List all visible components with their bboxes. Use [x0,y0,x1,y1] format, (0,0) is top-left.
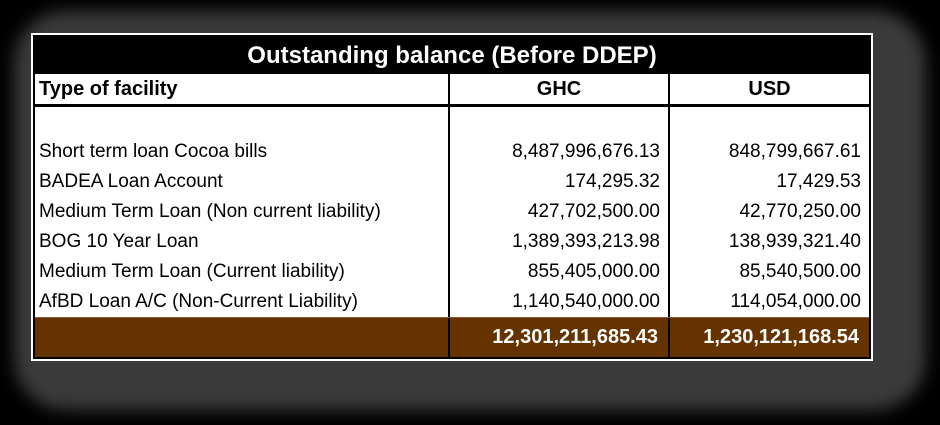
facility-cell: Medium Term Loan (Non current liability) [39,201,381,222]
spacer-row [35,107,869,137]
facility-cell: BOG 10 Year Loan [39,231,199,252]
ghc-cell: 1,389,393,213.98 [448,227,668,257]
total-row: 12,301,211,685.43 1,230,121,168.54 [35,317,869,357]
column-header-facility: Type of facility [35,74,448,104]
usd-cell: 848,799,667.61 [668,137,869,167]
usd-cell: 42,770,250.00 [668,197,869,227]
facility-cell: Short term loan Cocoa bills [39,141,268,162]
table-row: Short term loan Cocoa bills 8,487,996,67… [35,137,869,167]
usd-cell: 85,540,500.00 [668,257,869,287]
empty-cell [668,107,869,137]
header-row: Type of facility GHC USD [35,74,869,107]
total-label-cell [35,318,448,357]
usd-cell: 114,054,000.00 [668,287,869,317]
table-frame: Outstanding balance (Before DDEP) Type o… [31,33,873,361]
total-usd-cell: 1,230,121,168.54 [668,318,869,357]
usd-cell: 17,429.53 [668,167,869,197]
total-ghc-cell: 12,301,211,685.43 [448,318,668,357]
empty-cell [35,107,448,137]
facility-cell: AfBD Loan A/C (Non-Current Liability) [39,291,358,312]
column-header-usd: USD [668,74,869,104]
ghc-cell: 427,702,500.00 [448,197,668,227]
table-row: Medium Term Loan (Non current liability)… [35,197,869,227]
table-row: BADEA Loan Account 174,295.32 17,429.53 [35,167,869,197]
table-title: Outstanding balance (Before DDEP) [35,37,869,74]
table-row: AfBD Loan A/C (Non-Current Liability) 1,… [35,287,869,317]
table-row: Medium Term Loan (Current liability) 855… [35,257,869,287]
ghc-cell: 8,487,996,676.13 [448,137,668,167]
table-row: BOG 10 Year Loan 1,389,393,213.98 138,93… [35,227,869,257]
usd-cell: 138,939,321.40 [668,227,869,257]
facility-cell: BADEA Loan Account [39,171,223,192]
facility-cell: Medium Term Loan (Current liability) [39,261,345,282]
ghc-cell: 1,140,540,000.00 [448,287,668,317]
outstanding-balance-table: Outstanding balance (Before DDEP) Type o… [33,35,871,359]
ghc-cell: 174,295.32 [448,167,668,197]
ghc-cell: 855,405,000.00 [448,257,668,287]
column-header-ghc: GHC [448,74,668,104]
empty-cell [448,107,668,137]
